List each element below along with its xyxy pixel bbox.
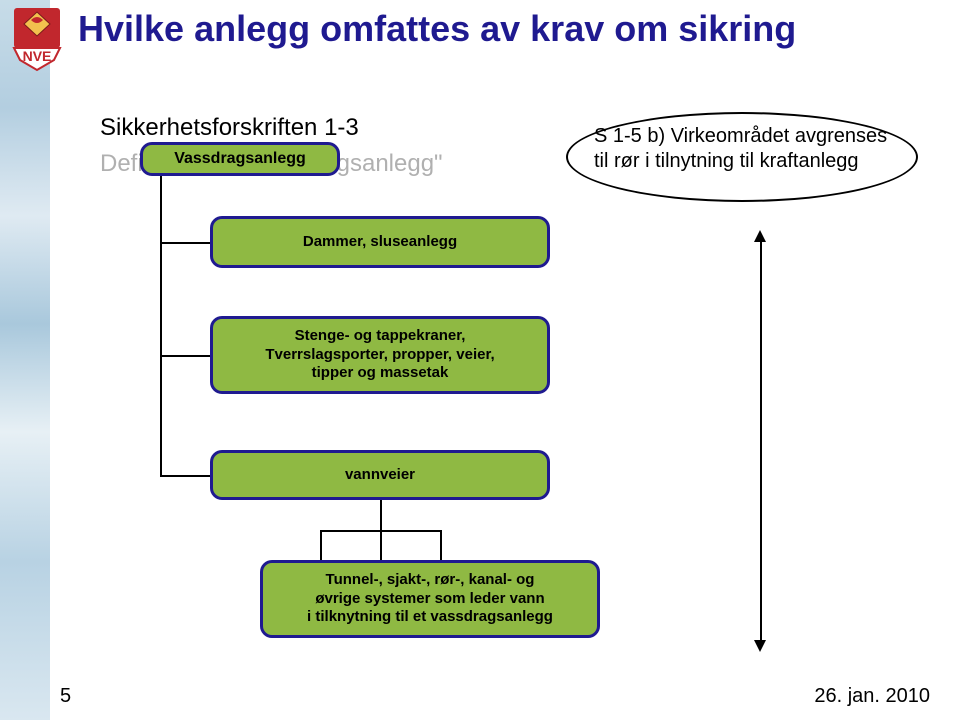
branch-to-vannveier [160,475,210,477]
scope-text: S 1-5 b) Virkeområdet avgrenses til rør … [580,118,910,180]
sub-branch-split-left [320,530,440,532]
right-arrow-head-down [754,640,766,652]
node-root: Vassdragsanlegg [140,142,340,176]
nve-logo: NVE [10,6,64,74]
right-arrow-head-up [754,230,766,242]
node-dammer-label: Dammer, sluseanlegg [303,233,457,252]
node-tunnel: Tunnel-, sjakt-, rør-, kanal- og øvrige … [260,560,600,638]
node-stenge: Stenge- og tappekraner, Tverrslagsporter… [210,316,550,394]
slide-root: NVE Hvilke anlegg omfattes av krav om si… [0,0,960,720]
node-stenge-label: Stenge- og tappekraner, Tverrslagsporter… [265,327,494,383]
footer-date: 26. jan. 2010 [814,685,930,708]
node-vannveier: vannveier [210,450,550,500]
tree-trunk [160,176,162,476]
node-root-label: Vassdragsanlegg [174,150,306,168]
footer-page-number: 5 [60,685,71,708]
svg-text:NVE: NVE [23,48,52,64]
branch-to-stenge [160,355,210,357]
node-vannveier-label: vannveier [345,466,415,485]
subtitle: Sikkerhetsforskriften 1-3 [100,114,359,142]
left-background-band [0,0,50,720]
node-dammer: Dammer, sluseanlegg [210,216,550,268]
branch-to-dammer [160,242,210,244]
sub-trunk-left [320,530,322,560]
scope-block: S 1-5 b) Virkeområdet avgrenses til rør … [580,118,910,180]
right-arrow-line [760,240,762,640]
sub-trunk-right [440,530,442,560]
page-title: Hvilke anlegg omfattes av krav om sikrin… [78,8,940,49]
node-tunnel-label: Tunnel-, sjakt-, rør-, kanal- og øvrige … [307,571,553,627]
